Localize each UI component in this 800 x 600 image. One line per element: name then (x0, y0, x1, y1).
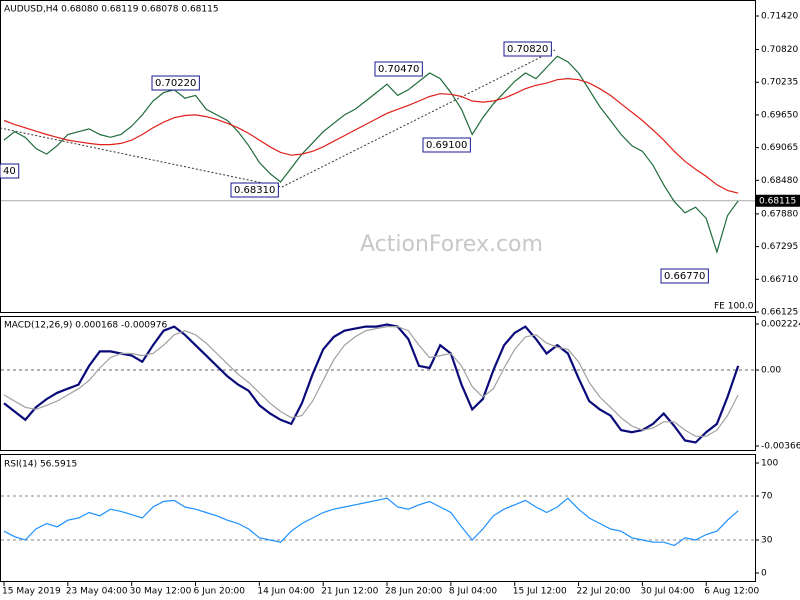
x-tick-label: 8 Jul 04:00 (449, 587, 498, 597)
x-tick-label: 23 May 04:00 (66, 587, 128, 597)
y-tick-label: 0.67880 (761, 209, 798, 219)
annotation-label: 0.70820 (507, 44, 548, 55)
x-tick-label: 30 May 12:00 (130, 587, 192, 597)
y-tick-label: 30 (761, 535, 773, 545)
y-tick-label: 0.70235 (761, 78, 798, 88)
x-tick-label: 21 Jun 12:00 (321, 587, 378, 597)
annotation-box (503, 41, 552, 57)
price-panel (0, 0, 756, 313)
y-tick-label: 0.002224 (761, 319, 800, 329)
panel-frames (0, 0, 756, 582)
x-tick-label: 30 Jul 04:00 (640, 587, 694, 597)
y-tick-label: -0.003667 (761, 442, 800, 452)
y-tick-label: 70 (761, 492, 773, 502)
series-line (3, 323, 740, 444)
series-line (3, 326, 739, 437)
annotation-label: 0.69100 (426, 140, 467, 151)
annotation-label: 0.70470 (378, 64, 419, 75)
annotation-box (230, 182, 279, 198)
watermark: ActionForex.com (360, 232, 543, 257)
y-tick-label: 0.66125 (761, 308, 798, 318)
x-tick-label: 22 Jul 20:00 (577, 587, 631, 597)
annotation-box (151, 75, 200, 91)
y-tick-label: 0.71420 (761, 11, 798, 21)
x-tick-label: 14 Jun 04:00 (257, 587, 314, 597)
y-tick-label: 0 (761, 568, 767, 578)
annotation-label: 40 (3, 166, 16, 177)
rsi-panel (0, 454, 756, 582)
y-tick-label: 100 (761, 459, 778, 469)
current-price-label: 0.68115 (759, 196, 796, 206)
x-tick-label: 28 Jun 20:00 (385, 587, 442, 597)
y-tick-label: 0.66710 (761, 275, 798, 285)
annotation-label: 0.68310 (234, 185, 275, 196)
y-tick-label: 0.70820 (761, 45, 798, 55)
series-line (3, 497, 739, 547)
annotation-box (422, 137, 471, 153)
annotation-label: 0.66770 (664, 271, 705, 282)
x-tick-label: 6 Aug 12:00 (704, 587, 759, 597)
annotation-box (660, 268, 709, 284)
x-tick-label: 6 Jun 20:00 (194, 587, 246, 597)
chart-title: AUDUSD,H4 0.68080 0.68119 0.68078 0.6811… (4, 5, 219, 15)
x-tick-label: 15 Jul 12:00 (513, 587, 567, 597)
annotation-box (374, 61, 423, 77)
macd-panel (0, 316, 756, 451)
series-line (3, 55, 739, 254)
macd-title: MACD(12,26,9) 0.000168 -0.000976 (4, 321, 167, 331)
y-tick-label: 0.69650 (761, 110, 798, 120)
y-tick-label: 0.69065 (761, 143, 798, 153)
annotation-box (0, 163, 20, 179)
fib-line (0, 49, 556, 188)
y-tick-label: 0.00 (761, 366, 781, 376)
y-tick-label: 0.67295 (761, 242, 798, 252)
series-line (3, 77, 739, 194)
note: FE 100.0 (714, 302, 754, 312)
annotation-label: 0.70220 (155, 78, 196, 89)
y-tick-label: 0.68480 (761, 176, 798, 186)
rsi-title: RSI(14) 56.5915 (4, 460, 77, 470)
x-tick-label: 15 May 2019 (2, 587, 61, 597)
current-price-box (755, 194, 800, 207)
